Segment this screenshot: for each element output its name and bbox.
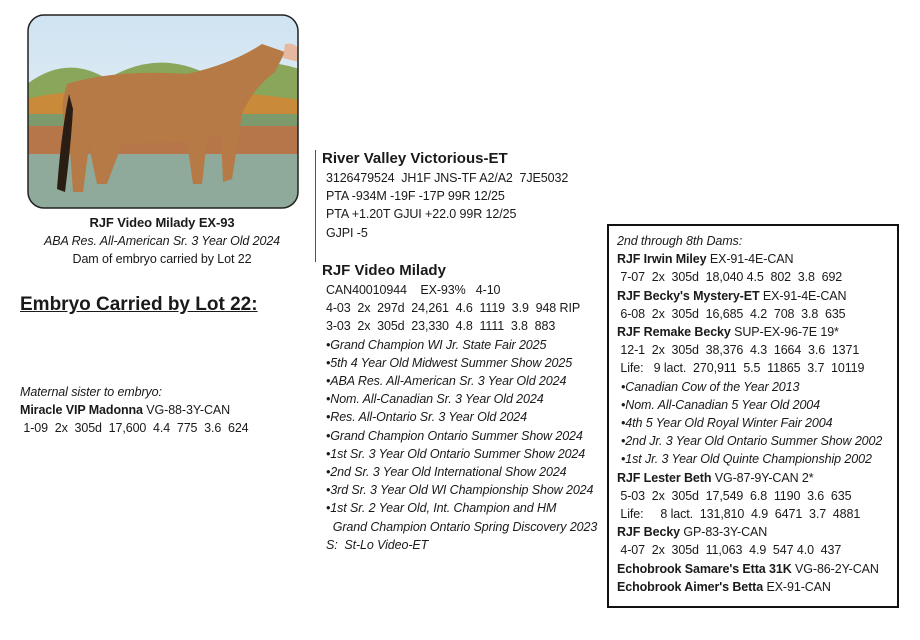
cow-photo bbox=[27, 14, 299, 209]
sister-name: Miracle VIP Madonna bbox=[20, 403, 143, 418]
sire-line: GJPI -5 bbox=[326, 225, 368, 240]
heading: Embryo Carried by Lot 22: bbox=[20, 294, 258, 315]
dam-honor: Grand Champion Ontario Spring Discovery … bbox=[326, 519, 598, 534]
dam-record: 5-03 2x 305d 17,549 6.8 1190 3.6 635 bbox=[617, 488, 852, 503]
dam-honor: •Canadian Cow of the Year 2013 bbox=[621, 379, 800, 394]
dam-honor: •4th 5 Year Old Royal Winter Fair 2004 bbox=[621, 416, 833, 431]
dam-entry: RJF Becky GP-83-3Y-CAN bbox=[617, 523, 897, 541]
dam-entry: RJF Remake Becky SUP-EX-96-7E 19* bbox=[617, 323, 897, 341]
sire-line: PTA +1.20T GJUI +22.0 99R 12/25 bbox=[326, 207, 517, 222]
dam-record: 12-1 2x 305d 38,376 4.3 1664 3.6 1371 bbox=[617, 343, 860, 358]
dam-honor: •ABA Res. All-American Sr. 3 Year Old 20… bbox=[326, 374, 567, 389]
dam-classification: VG-87-9Y-CAN 2* bbox=[714, 470, 814, 485]
dam-honor: •2nd Jr. 3 Year Old Ontario Summer Show … bbox=[621, 434, 883, 449]
ancestors-title: 2nd through 8th Dams: bbox=[617, 234, 743, 248]
dam-name: Echobrook Samare's Etta 31K bbox=[617, 561, 792, 576]
dam-record: 7-07 2x 305d 18,040 4.5 802 3.8 692 bbox=[617, 270, 843, 285]
sister-record: 1-09 2x 305d 17,600 4.4 775 3.6 624 bbox=[20, 421, 249, 436]
dam-entry: RJF Irwin Miley EX-91-4E-CAN bbox=[617, 250, 897, 268]
dam-honor: •Grand Champion WI Jr. State Fair 2025 bbox=[326, 337, 547, 352]
photo-caption: RJF Video Milady EX-93 ABA Res. All-Amer… bbox=[22, 214, 302, 269]
dam-name: RJF Irwin Miley bbox=[617, 252, 707, 267]
dam-name: RJF Becky's Mystery-ET bbox=[617, 288, 760, 303]
dam-honor: •Res. All-Ontario Sr. 3 Year Old 2024 bbox=[326, 410, 528, 425]
dam-line: 4-03 2x 297d 24,261 4.6 1119 3.9 948 RIP bbox=[326, 301, 581, 316]
sister: Maternal sister to embryo: Miracle VIP M… bbox=[20, 383, 249, 438]
caption-note: Dam of embryo carried by Lot 22 bbox=[72, 252, 252, 267]
dam-honor: •Grand Champion Ontario Summer Show 2024 bbox=[326, 428, 583, 443]
dam-classification: GP-83-3Y-CAN bbox=[683, 525, 768, 540]
dam-name: RJF Video Milady bbox=[322, 262, 446, 279]
dam-classification: SUP-EX-96-7E 19* bbox=[734, 325, 839, 340]
dam-name: RJF Becky bbox=[617, 525, 681, 540]
dam-line: 3-03 2x 305d 23,330 4.8 1111 3.8 883 bbox=[326, 319, 556, 334]
dam-classification: EX-91-4E-CAN bbox=[762, 288, 847, 303]
divider bbox=[315, 150, 316, 262]
sire-line: 3126479524 JH1F JNS-TF A2/A2 7JE5032 bbox=[326, 171, 569, 185]
caption-name: RJF Video Milady EX-93 bbox=[89, 215, 235, 230]
sire-line: PTA -934M -19F -17P 99R 12/25 bbox=[326, 189, 505, 204]
dam-honor: •Nom. All-Canadian 5 Year Old 2004 bbox=[621, 397, 821, 412]
sire: River Valley Victorious-ET 3126479524 JH… bbox=[322, 149, 568, 242]
dam-entry: Echobrook Samare's Etta 31K VG-86-2Y-CAN bbox=[617, 560, 897, 578]
dam-honor: •1st Sr. 3 Year Old Ontario Summer Show … bbox=[326, 446, 586, 461]
dam-name: RJF Remake Becky bbox=[617, 325, 731, 340]
dam-entry: RJF Lester Beth VG-87-9Y-CAN 2* bbox=[617, 469, 897, 487]
dam-line: CAN40010944 EX-93% 4-10 bbox=[326, 283, 501, 297]
dam-classification: EX-91-CAN bbox=[766, 579, 831, 594]
caption-award: ABA Res. All-American Sr. 3 Year Old 202… bbox=[43, 234, 281, 249]
dam-honor: •1st Sr. 2 Year Old, Int. Champion and H… bbox=[326, 501, 557, 516]
ancestors-box: 2nd through 8th Dams: RJF Irwin Miley EX… bbox=[607, 224, 899, 608]
dam-name: RJF Lester Beth bbox=[617, 470, 712, 485]
dam-classification: VG-86-2Y-CAN bbox=[795, 561, 879, 576]
dam-honor: •3rd Sr. 3 Year Old WI Championship Show… bbox=[326, 483, 594, 498]
dam-honor: •1st Jr. 3 Year Old Quinte Championship … bbox=[621, 452, 872, 467]
dam-honor: •2nd Sr. 3 Year Old International Show 2… bbox=[326, 465, 567, 480]
dam-record: 6-08 2x 305d 16,685 4.2 708 3.8 635 bbox=[617, 306, 846, 321]
dam-sire: S: St-Lo Video-ET bbox=[326, 537, 429, 552]
dam-entry: Echobrook Aimer's Betta EX-91-CAN bbox=[617, 578, 897, 596]
dam-name: Echobrook Aimer's Betta bbox=[617, 579, 764, 594]
dam: RJF Video Milady CAN40010944 EX-93% 4-10… bbox=[322, 261, 597, 554]
dam-record: Life: 9 lact. 270,911 5.5 11865 3.7 1011… bbox=[617, 361, 865, 376]
dam-record: Life: 8 lact. 131,810 4.9 6471 3.7 4881 bbox=[617, 507, 861, 522]
sire-name: River Valley Victorious-ET bbox=[322, 150, 508, 167]
dam-classification: EX-91-4E-CAN bbox=[709, 252, 794, 267]
sister-classification: VG-88-3Y-CAN bbox=[146, 403, 231, 418]
sister-label: Maternal sister to embryo: bbox=[20, 385, 162, 399]
dam-record: 4-07 2x 305d 11,063 4.9 547 4.0 437 bbox=[617, 543, 842, 558]
dam-entry: RJF Becky's Mystery-ET EX-91-4E-CAN bbox=[617, 287, 897, 305]
dam-honor: •Nom. All-Canadian Sr. 3 Year Old 2024 bbox=[326, 392, 544, 407]
dam-honor: •5th 4 Year Old Midwest Summer Show 2025 bbox=[326, 355, 573, 370]
